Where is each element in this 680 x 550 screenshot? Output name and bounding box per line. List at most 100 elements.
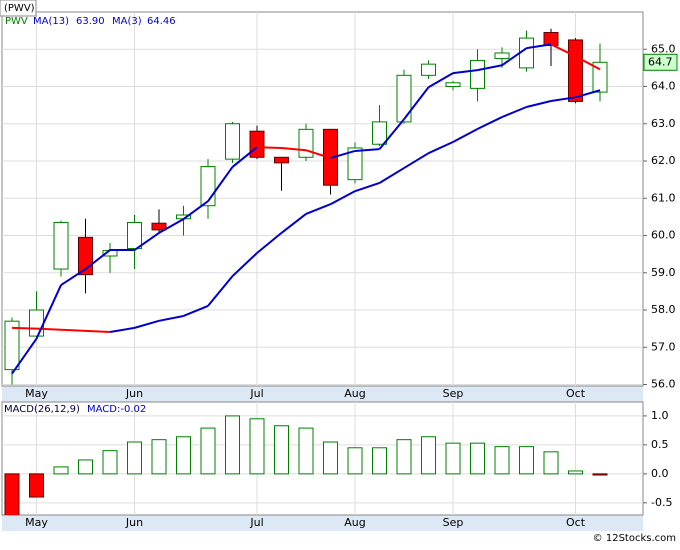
candle-body	[127, 221, 142, 250]
moving-average-segment	[305, 149, 331, 159]
macd-bar	[78, 459, 93, 475]
moving-average-segment	[305, 203, 331, 215]
legend-entry: PWV	[5, 16, 28, 27]
macd-bar	[543, 451, 559, 475]
x-tick-label: May	[25, 387, 48, 400]
last-price-box	[643, 53, 678, 71]
macd-bar	[274, 425, 289, 475]
moving-average-segment	[427, 72, 454, 89]
x-tick-label: Sep	[443, 516, 464, 529]
macd-bar	[445, 442, 461, 475]
y-tick-label: 56.0	[651, 378, 676, 391]
candle-body	[568, 39, 583, 102]
moving-average-segment	[207, 275, 234, 307]
y-tick-label: 58.0	[651, 303, 676, 316]
x-tick-label: Aug	[344, 516, 365, 529]
plot-area	[2, 12, 643, 386]
moving-average-segment	[575, 89, 601, 99]
candle-body	[298, 128, 314, 158]
moving-average-segment	[477, 116, 503, 130]
x-tick-label: Jun	[125, 516, 143, 529]
moving-average-segment	[158, 314, 184, 322]
x-tick-label: Oct	[566, 387, 586, 400]
moving-average-segment	[60, 268, 87, 286]
ticker-title: (PWV)	[4, 3, 35, 14]
moving-average-segment	[256, 232, 283, 254]
macd-bar	[225, 415, 240, 475]
moving-average-segment	[550, 43, 576, 58]
y-tick-label: 63.0	[651, 117, 676, 130]
moving-average-segment	[452, 69, 478, 75]
candle-body	[29, 309, 44, 337]
macd-bar	[176, 436, 191, 475]
candle-body	[445, 82, 461, 88]
moving-average-segment	[501, 47, 528, 67]
macd-bar	[102, 450, 118, 475]
moving-average-segment	[526, 100, 552, 108]
y-tick-label: 64.0	[651, 80, 676, 93]
candle-body	[519, 37, 534, 69]
candle-body	[225, 123, 240, 160]
moving-average-segment	[575, 55, 601, 71]
x-tick-label: Jun	[125, 387, 143, 400]
moving-average-segment	[378, 167, 405, 184]
plot-area	[2, 402, 643, 515]
price-panel	[1, 11, 644, 387]
macd-bar	[347, 447, 363, 475]
moving-average-segment	[501, 106, 527, 118]
moving-average-segment	[403, 152, 430, 169]
candle-body	[53, 221, 69, 270]
y-tick-label: 1.0	[651, 409, 669, 422]
candle-body	[274, 156, 289, 164]
moving-average-segment	[526, 43, 552, 50]
candle-body	[249, 130, 265, 158]
macd-bar	[151, 439, 167, 475]
macd-bar	[53, 466, 69, 475]
macd-value: MACD:-0.02	[87, 404, 146, 415]
moving-average-segment	[231, 146, 258, 168]
y-tick-label: 61.0	[651, 191, 676, 204]
macd-bar	[396, 439, 412, 475]
x-tick-label: Sep	[443, 387, 464, 400]
macd-bar	[249, 418, 265, 475]
y-tick-label: 57.0	[651, 340, 676, 353]
candle-body	[372, 121, 387, 145]
moving-average-segment	[35, 284, 62, 340]
macd-bar	[298, 427, 314, 475]
legend-value: 63.90	[76, 16, 105, 27]
macd-bar	[519, 446, 534, 475]
moving-average-segment	[11, 326, 37, 330]
moving-average-segment	[428, 141, 454, 155]
macd-bar	[592, 473, 608, 476]
macd-bar	[494, 446, 510, 475]
moving-average-segment	[280, 213, 307, 234]
moving-average-segment	[330, 190, 356, 206]
y-tick-label: 59.0	[651, 266, 676, 279]
legend-entry: MA(3)	[112, 16, 142, 27]
moving-average-segment	[207, 166, 234, 202]
macd-bar	[4, 473, 20, 515]
y-tick-label: 62.0	[651, 154, 676, 167]
moving-average-segment	[11, 338, 38, 375]
moving-average-segment	[109, 326, 135, 333]
x-tick-label: Aug	[344, 387, 365, 400]
x-tick-label: May	[25, 516, 48, 529]
x-tick-label: Jul	[249, 516, 263, 529]
moving-average-segment	[158, 218, 184, 234]
moving-average-segment	[378, 118, 405, 150]
candle-body	[4, 320, 20, 371]
moving-average-segment	[452, 128, 478, 143]
macd-bar	[372, 447, 387, 475]
macd-panel	[1, 401, 644, 516]
moving-average-segment	[281, 146, 307, 152]
candle-body	[494, 52, 510, 60]
macd-title: MACD(26,12,9)	[4, 404, 80, 415]
moving-average-segment	[60, 328, 86, 332]
legend-entry: MA(13)	[33, 16, 69, 27]
candle-body	[396, 74, 412, 123]
y-tick-label: 65.0	[651, 42, 676, 55]
footer: © 12Stocks.com	[593, 533, 676, 544]
x-axis-band	[2, 515, 643, 531]
